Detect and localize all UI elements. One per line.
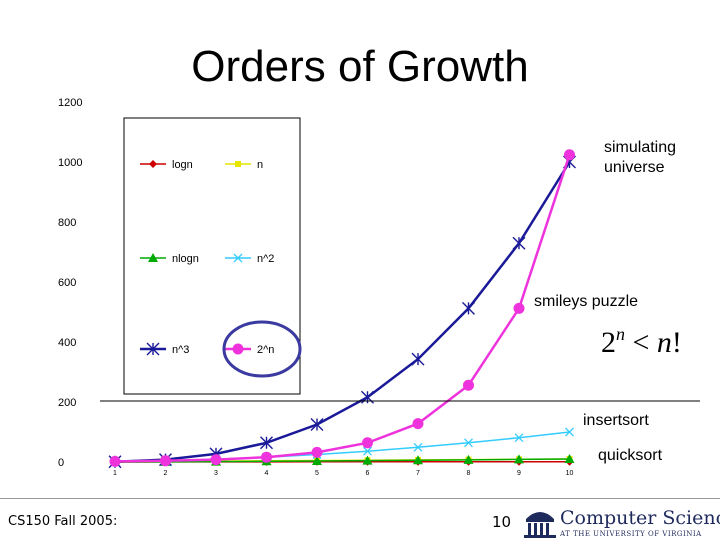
x-tick-label: 5 bbox=[315, 470, 319, 477]
legend-box bbox=[123, 117, 301, 395]
data-point bbox=[564, 454, 575, 463]
legend-marker bbox=[233, 253, 243, 263]
data-point bbox=[463, 454, 474, 464]
x-tick-label: 10 bbox=[566, 470, 574, 477]
x-tick-label: 6 bbox=[366, 470, 370, 477]
series-npow3 bbox=[108, 155, 576, 469]
rotunda-icon bbox=[524, 512, 556, 538]
legend-item: logn bbox=[140, 159, 193, 171]
legend-marker bbox=[148, 253, 158, 262]
data-point bbox=[362, 455, 373, 465]
data-point bbox=[411, 352, 425, 366]
data-point bbox=[564, 149, 575, 161]
x-tick-label: 3 bbox=[214, 470, 218, 477]
data-point bbox=[514, 433, 524, 443]
data-point bbox=[362, 437, 373, 449]
series-line bbox=[114, 458, 570, 463]
y-tick-label: 0 bbox=[58, 457, 64, 469]
legend-label: 2^n bbox=[257, 344, 274, 356]
data-point bbox=[512, 236, 526, 250]
legend-item: n^2 bbox=[225, 253, 274, 265]
data-point bbox=[413, 442, 423, 452]
x-tick-label: 2 bbox=[164, 470, 168, 477]
series-line bbox=[114, 161, 571, 463]
growth-chart: 0 200 400 600 800 1000 1200 1 2 3 4 5 6 7 8 9 10 logn n n… bbox=[58, 97, 700, 477]
footer-divider bbox=[0, 498, 720, 499]
annotation-quicksort: quicksort bbox=[598, 447, 663, 464]
annotation-insertsort: insertsort bbox=[583, 412, 649, 429]
legend-label: nlogn bbox=[172, 253, 199, 265]
x-tick-label: 8 bbox=[467, 470, 471, 477]
data-point bbox=[363, 446, 372, 456]
legend-highlight-circle bbox=[222, 320, 302, 378]
legend-item: n^3 bbox=[140, 342, 189, 356]
plot-series bbox=[108, 149, 576, 469]
cs-logo: Computer Science AT THE UNIVERSITY OF VI… bbox=[520, 504, 720, 540]
y-tick-label: 1000 bbox=[58, 157, 82, 169]
data-point bbox=[513, 302, 525, 314]
legend-marker bbox=[149, 160, 157, 168]
data-point bbox=[462, 301, 475, 315]
data-point bbox=[464, 438, 473, 448]
x-tick-label: 9 bbox=[517, 470, 521, 477]
x-tick-label: 1 bbox=[113, 470, 117, 477]
legend-item: 2^n bbox=[225, 343, 274, 356]
data-point bbox=[463, 379, 474, 391]
y-tick-label: 600 bbox=[58, 277, 76, 289]
data-point bbox=[210, 454, 222, 466]
legend-marker bbox=[235, 161, 241, 167]
series-line bbox=[114, 154, 571, 463]
annotation-inequality: 2n < n! bbox=[601, 324, 682, 359]
annotation-simulating-1: simulating bbox=[604, 139, 676, 156]
series-2pown bbox=[109, 149, 575, 467]
legend-label: n^3 bbox=[172, 344, 189, 356]
data-point bbox=[412, 418, 424, 430]
legend: logn n nlogn n^2 n^3 2^n bbox=[140, 159, 274, 356]
data-point bbox=[312, 455, 322, 465]
legend-marker bbox=[146, 342, 160, 356]
data-point bbox=[109, 455, 121, 467]
data-point bbox=[261, 451, 272, 463]
x-axis: 1 2 3 4 5 6 7 8 9 10 bbox=[113, 470, 573, 477]
y-tick-label: 200 bbox=[58, 397, 76, 409]
legend-label: n bbox=[257, 159, 263, 171]
legend-item: nlogn bbox=[140, 253, 199, 265]
x-tick-label: 7 bbox=[416, 470, 420, 477]
data-point bbox=[413, 455, 423, 465]
annotation-simulating-2: universe bbox=[604, 159, 665, 176]
footer-course-label: CS150 Fall 2005: bbox=[8, 514, 118, 529]
y-axis: 0 200 400 600 800 1000 1200 bbox=[58, 97, 82, 469]
data-point bbox=[311, 446, 323, 458]
legend-item: n bbox=[225, 159, 263, 171]
annotation-smileys: smileys puzzle bbox=[534, 293, 638, 310]
logo-title: Computer Science bbox=[560, 507, 720, 529]
legend-label: logn bbox=[172, 159, 193, 171]
data-point bbox=[310, 418, 324, 431]
logo-subtitle: AT THE UNIVERSITY OF VIRGINIA bbox=[560, 530, 702, 538]
y-tick-label: 1200 bbox=[58, 97, 82, 109]
data-point bbox=[260, 436, 273, 450]
page-number: 10 bbox=[492, 513, 512, 531]
data-point bbox=[565, 427, 574, 437]
x-tick-label: 4 bbox=[265, 470, 269, 477]
slide-title: Orders of Growth bbox=[191, 42, 529, 91]
y-tick-label: 800 bbox=[58, 217, 76, 229]
legend-marker bbox=[232, 343, 244, 355]
data-point bbox=[160, 455, 171, 467]
data-point bbox=[514, 454, 524, 464]
legend-label: n^2 bbox=[257, 253, 274, 265]
y-tick-label: 400 bbox=[58, 337, 76, 349]
